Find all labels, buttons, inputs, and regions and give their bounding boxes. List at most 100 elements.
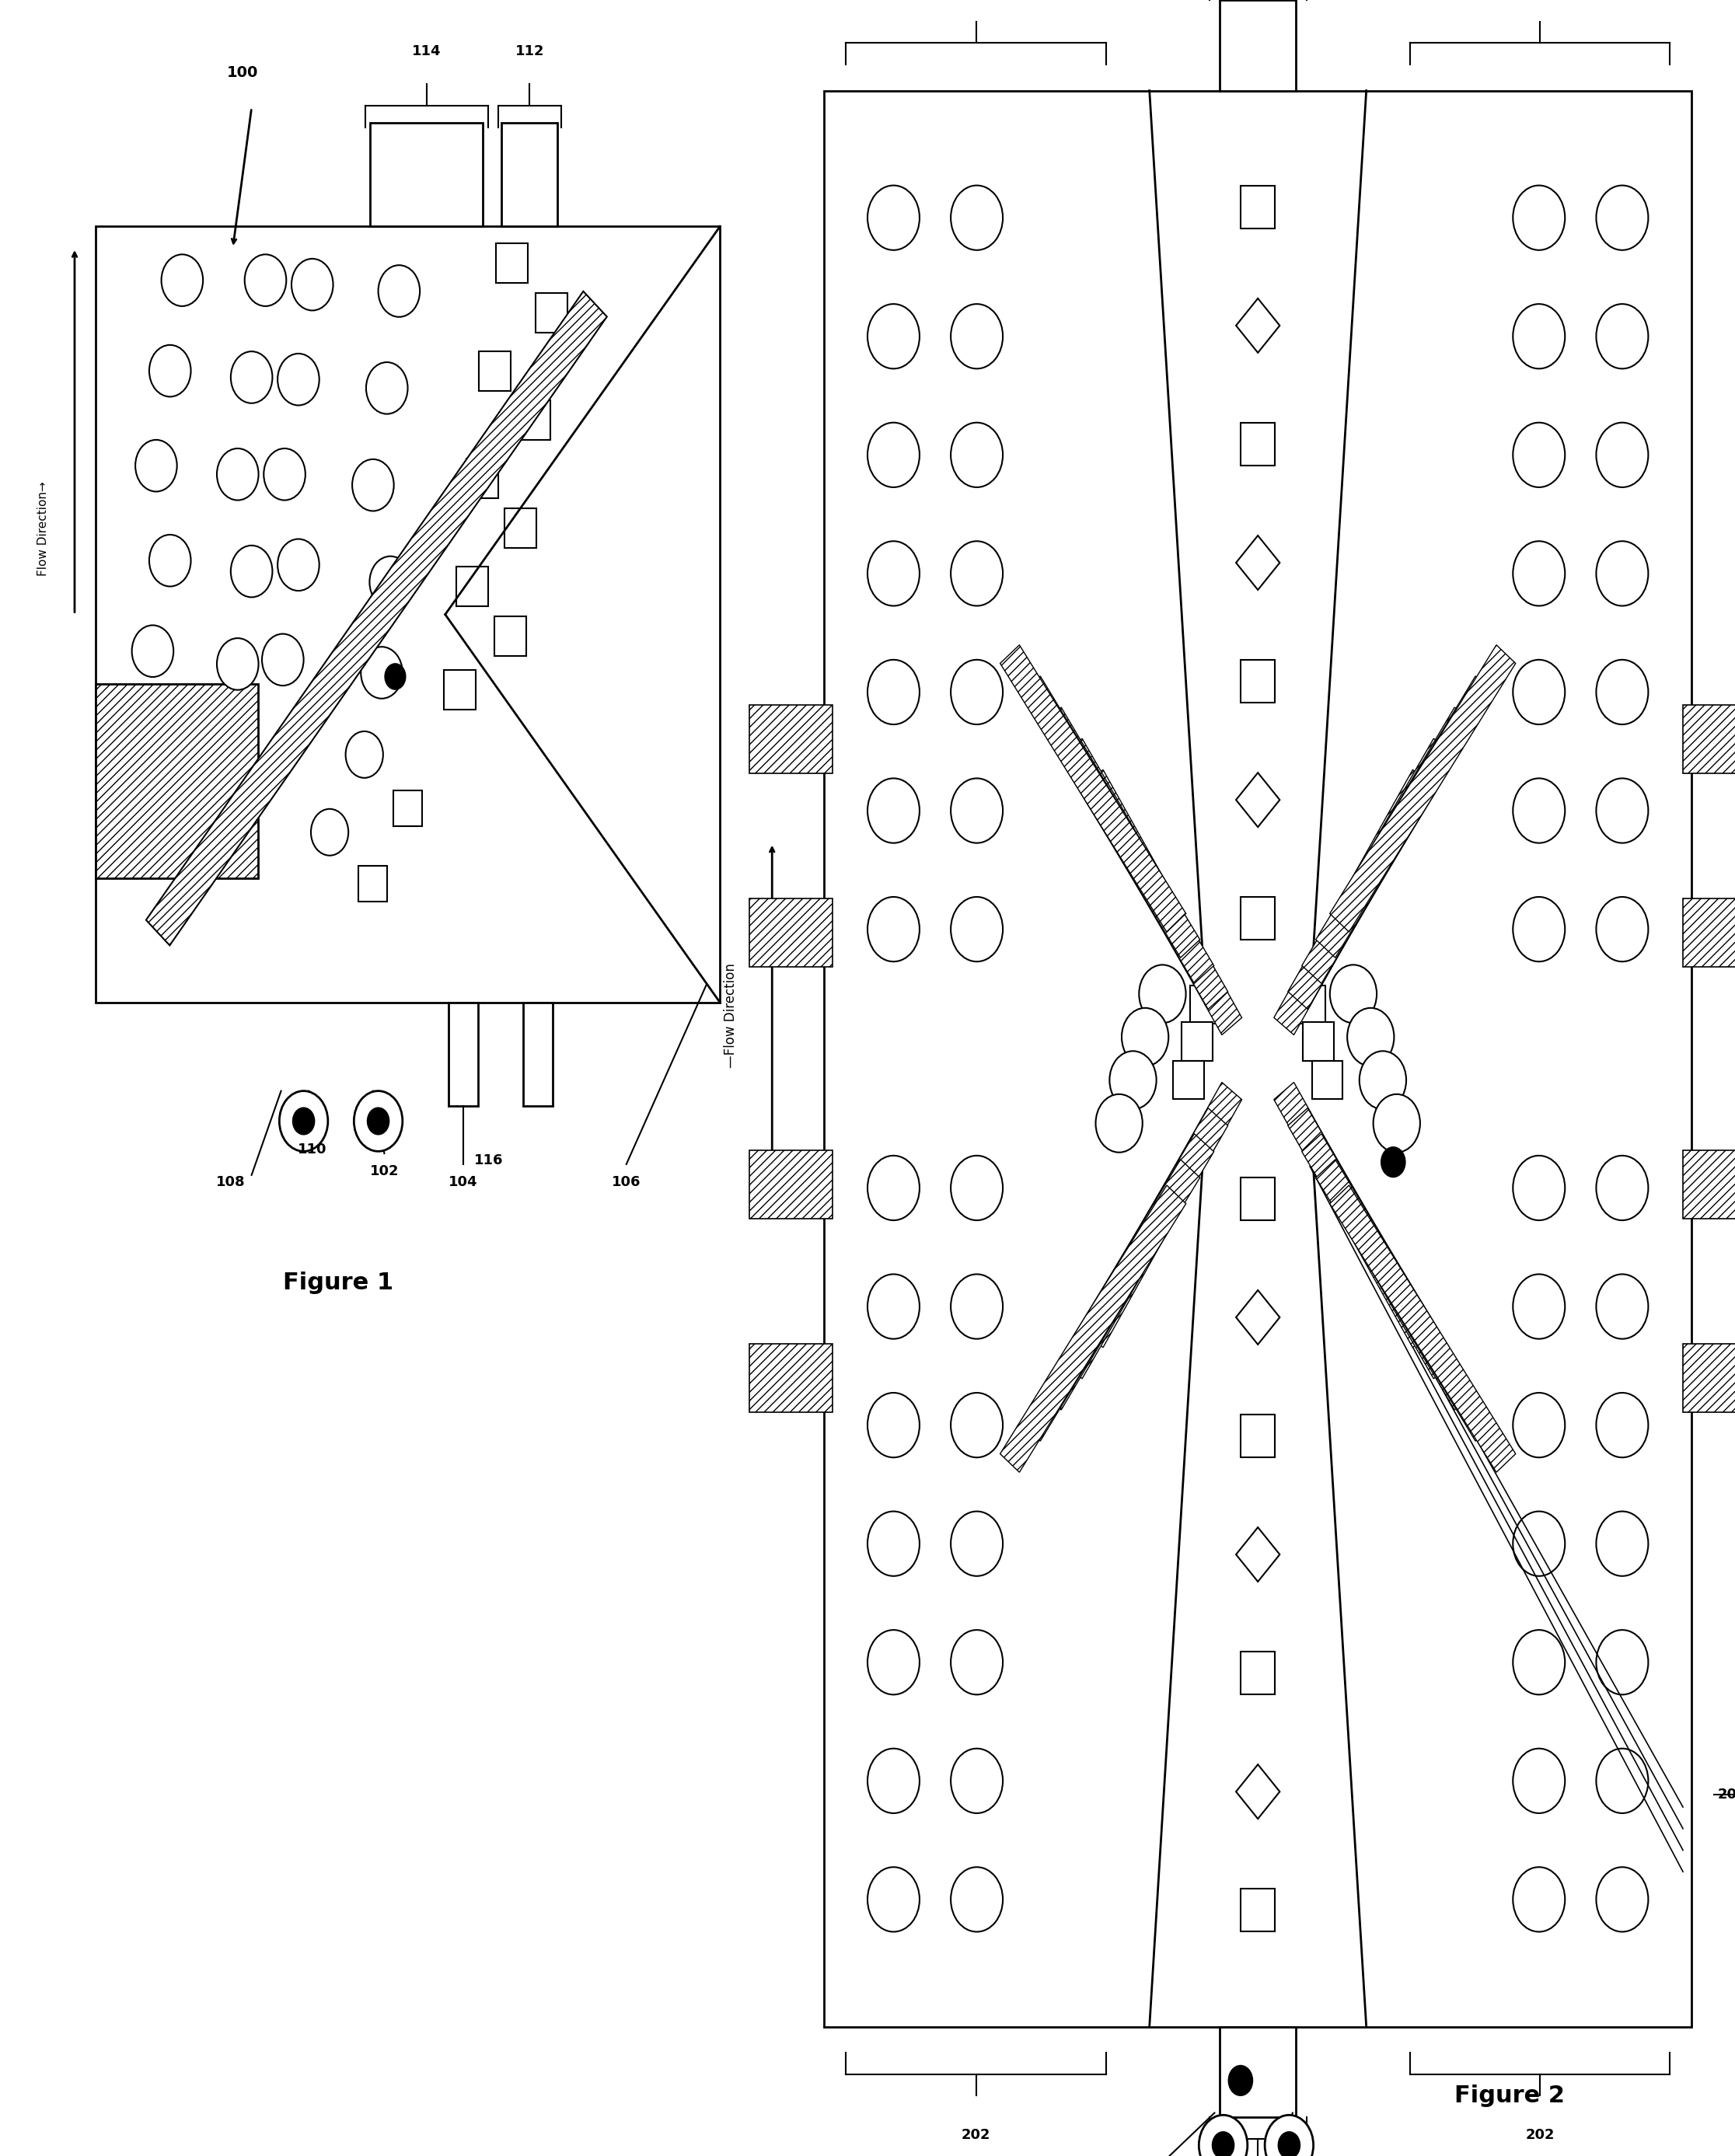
Circle shape (1513, 1393, 1565, 1457)
Text: Figure 1: Figure 1 (283, 1272, 394, 1294)
Circle shape (951, 185, 1003, 250)
Circle shape (868, 1393, 920, 1457)
Circle shape (368, 1108, 389, 1134)
Circle shape (217, 448, 259, 500)
Circle shape (1596, 660, 1648, 724)
Polygon shape (1041, 707, 1215, 983)
Circle shape (291, 259, 333, 310)
Text: 202: 202 (961, 2128, 991, 2141)
Circle shape (345, 731, 383, 778)
Circle shape (1513, 304, 1565, 369)
Text: 110: 110 (298, 1143, 326, 1156)
Circle shape (868, 1749, 920, 1813)
Circle shape (1513, 541, 1565, 606)
Circle shape (1596, 1511, 1648, 1576)
Polygon shape (1329, 645, 1516, 931)
Circle shape (278, 354, 319, 405)
Polygon shape (1273, 770, 1433, 1035)
Bar (750, 899, 833, 968)
Circle shape (1596, 897, 1648, 962)
Circle shape (132, 625, 174, 677)
Circle shape (1513, 1749, 1565, 1813)
Text: 104: 104 (448, 1175, 477, 1188)
Circle shape (245, 254, 286, 306)
Circle shape (1138, 964, 1187, 1024)
Circle shape (149, 345, 191, 397)
Circle shape (278, 539, 319, 591)
Circle shape (149, 535, 191, 586)
Polygon shape (1041, 1134, 1215, 1410)
Circle shape (951, 1630, 1003, 1695)
Bar (1683, 1149, 1735, 1218)
Circle shape (951, 423, 1003, 487)
Circle shape (1513, 1274, 1565, 1339)
Circle shape (1513, 778, 1565, 843)
Circle shape (951, 1393, 1003, 1457)
Circle shape (868, 1156, 920, 1220)
Circle shape (1346, 1007, 1395, 1067)
Polygon shape (999, 1186, 1187, 1473)
Circle shape (951, 1749, 1003, 1813)
Polygon shape (1287, 1108, 1454, 1378)
Circle shape (1121, 1007, 1169, 1067)
Bar (1683, 899, 1735, 968)
Circle shape (311, 808, 349, 856)
Circle shape (1199, 2115, 1247, 2156)
Circle shape (1596, 1274, 1648, 1339)
Polygon shape (1329, 1186, 1516, 1473)
Circle shape (951, 304, 1003, 369)
Circle shape (217, 638, 259, 690)
Polygon shape (1062, 1108, 1228, 1378)
Circle shape (366, 362, 408, 414)
Circle shape (868, 541, 920, 606)
Bar (501, 123, 557, 226)
Bar (750, 705, 833, 774)
Circle shape (264, 448, 305, 500)
Text: Flow Direction→: Flow Direction→ (38, 481, 49, 576)
Text: 202: 202 (1525, 2128, 1555, 2141)
Circle shape (385, 664, 406, 690)
Bar (95, 683, 259, 877)
Circle shape (868, 1630, 920, 1695)
Circle shape (1110, 1052, 1157, 1110)
Circle shape (868, 660, 920, 724)
Text: 114: 114 (411, 45, 441, 58)
Circle shape (868, 897, 920, 962)
Circle shape (231, 545, 272, 597)
Circle shape (354, 1091, 403, 1151)
Bar (824, 91, 1692, 2027)
Polygon shape (1301, 707, 1475, 983)
Bar (750, 1149, 833, 1218)
Circle shape (1596, 185, 1648, 250)
Circle shape (1596, 304, 1648, 369)
Circle shape (951, 1867, 1003, 1932)
Circle shape (1381, 1147, 1405, 1177)
Circle shape (378, 265, 420, 317)
Circle shape (1596, 1630, 1648, 1695)
Bar (370, 123, 482, 226)
Text: 206: 206 (1718, 1787, 1735, 1800)
Circle shape (1329, 964, 1378, 1024)
Bar (1683, 705, 1735, 774)
Circle shape (1596, 423, 1648, 487)
Circle shape (1596, 778, 1648, 843)
Text: 100: 100 (227, 65, 259, 80)
Bar (95, 226, 720, 1003)
Circle shape (868, 1511, 920, 1576)
Circle shape (1596, 1156, 1648, 1220)
Circle shape (1513, 1630, 1565, 1695)
Circle shape (951, 778, 1003, 843)
Polygon shape (1273, 1082, 1433, 1348)
Circle shape (1596, 1749, 1648, 1813)
Circle shape (1372, 1095, 1419, 1153)
Circle shape (1097, 1095, 1143, 1153)
Circle shape (868, 304, 920, 369)
Circle shape (1513, 185, 1565, 250)
Polygon shape (1301, 1134, 1475, 1410)
Circle shape (231, 351, 272, 403)
Polygon shape (1315, 1160, 1496, 1440)
Circle shape (868, 185, 920, 250)
Circle shape (951, 1511, 1003, 1576)
Circle shape (1596, 1867, 1648, 1932)
Bar (524, 1003, 553, 1106)
